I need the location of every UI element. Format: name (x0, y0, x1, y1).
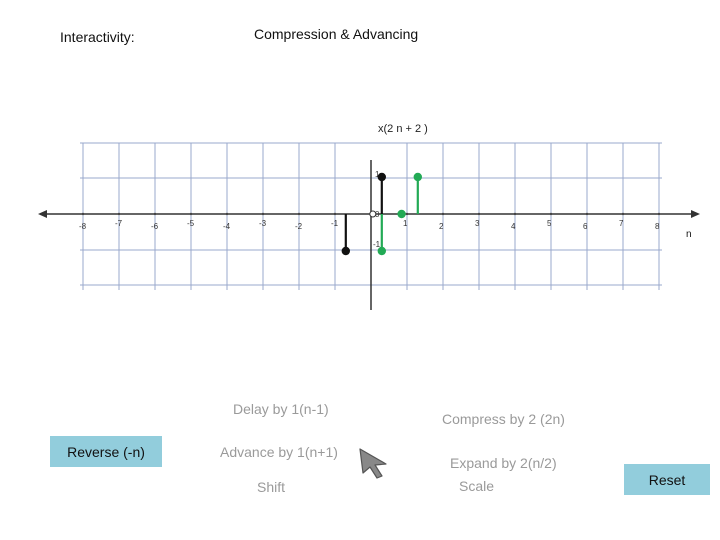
scale-label: Scale (459, 478, 495, 494)
x-tick-label: -4 (223, 222, 231, 231)
y-tick-label: 1 (375, 170, 380, 179)
x-tick-label: -5 (187, 219, 195, 228)
x-tick-mark (621, 212, 625, 216)
x-tick-label: 2 (439, 222, 444, 231)
stem-green-marker (397, 209, 406, 219)
x-tick-mark (189, 212, 193, 216)
x-tick-label: -2 (295, 222, 303, 231)
x-tick-mark (297, 212, 301, 216)
x-tick-label: -3 (259, 219, 267, 228)
page-title: Compression & Advancing (254, 26, 419, 42)
x-axis-arrow-left (38, 210, 47, 218)
x-tick-label: -6 (151, 222, 159, 231)
x-tick-mark (261, 212, 265, 216)
shift-label: Shift (257, 479, 286, 495)
stem-green-marker (377, 246, 386, 256)
stem-black-marker (377, 172, 386, 182)
reset-button[interactable]: Reset (624, 464, 710, 495)
plot-ticks: -8 -7 -6 -5 -4 -3 -2 -1 1 2 3 4 5 6 7 8 1 0 -1 (79, 170, 661, 249)
x-tick-mark (441, 212, 445, 216)
x-tick-mark (333, 212, 337, 216)
x-tick-mark (405, 212, 409, 216)
x-tick-mark (153, 212, 157, 216)
compress-control[interactable]: Compress by 2 (2n) (442, 411, 565, 427)
x-tick-label: -8 (79, 222, 87, 231)
advance-control[interactable]: Advance by 1(n+1) (220, 444, 338, 460)
x-axis-arrow-right (691, 210, 700, 218)
stem-black-marker (341, 246, 350, 256)
x-tick-label: 6 (583, 222, 588, 231)
x-tick-label: -7 (115, 219, 123, 228)
x-tick-label: 3 (475, 219, 480, 228)
y-tick-label: 0 (375, 210, 380, 219)
x-tick-mark (117, 212, 121, 216)
reverse-button[interactable]: Reverse (-n) (50, 436, 162, 467)
signal-label: x(2 n + 2 ) (378, 123, 428, 135)
interactivity-label: Interactivity: (60, 29, 135, 45)
x-tick-label: 1 (403, 219, 408, 228)
x-tick-label: 5 (547, 219, 552, 228)
x-tick-mark (477, 212, 481, 216)
x-tick-mark (549, 212, 553, 216)
x-tick-label: 4 (511, 222, 516, 231)
plot-axes: n (38, 160, 700, 310)
x-tick-mark (657, 212, 661, 216)
x-tick-label: -1 (331, 219, 339, 228)
arrow-pointer-icon (359, 448, 387, 479)
open-circle-marker (369, 210, 377, 218)
x-tick-mark (81, 212, 85, 216)
stem-green-marker (413, 172, 422, 182)
x-tick-mark (225, 212, 229, 216)
delay-control[interactable]: Delay by 1(n-1) (233, 401, 329, 417)
plot-stems (341, 172, 422, 256)
expand-control[interactable]: Expand by 2(n/2) (450, 455, 557, 471)
x-tick-mark (513, 212, 517, 216)
x-tick-label: 7 (619, 219, 624, 228)
y-tick-label: -1 (373, 240, 381, 249)
x-axis-name: n (686, 229, 692, 240)
x-tick-label: 8 (655, 222, 660, 231)
x-tick-mark (585, 212, 589, 216)
